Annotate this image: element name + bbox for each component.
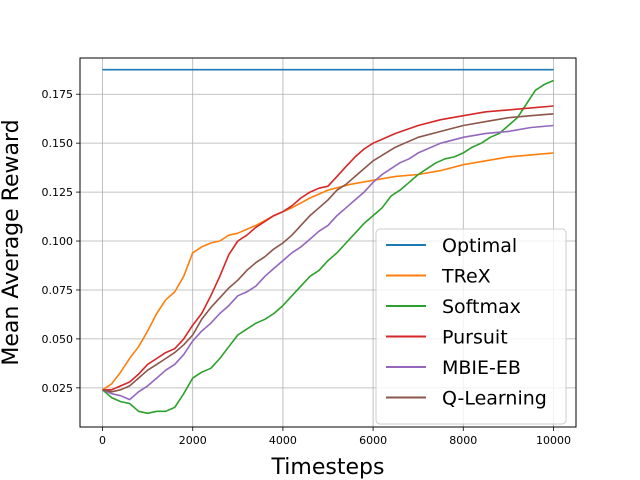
x-tick-label: 10000: [536, 434, 571, 447]
plot-frame: [79, 57, 577, 428]
y-tick-label: 0.100: [42, 235, 74, 248]
series-lines: [101, 68, 554, 415]
series-line-pursuit: [102, 105, 554, 391]
legend-label: Q-Learning: [442, 388, 547, 410]
y-axis-label: Mean Average Reward: [0, 119, 24, 365]
y-axis-ticks: 0.025 0.050 0.075 0.100 0.125 0.150 0.175: [42, 88, 80, 395]
legend-label: Pursuit: [442, 327, 508, 349]
x-tick-label: 8000: [449, 434, 477, 447]
legend-label: Optimal: [442, 235, 517, 257]
series-line-q-learning: [102, 113, 554, 393]
x-axis-label: Timesteps: [271, 455, 385, 480]
y-tick-label: 0.150: [42, 137, 74, 150]
y-tick-label: 0.050: [42, 333, 74, 346]
x-tick-label: 6000: [359, 434, 387, 447]
legend-label: MBIE-EB: [442, 357, 521, 379]
x-axis-ticks: 0 2000 4000 6000 8000 10000: [99, 427, 571, 447]
x-tick-label: 4000: [269, 434, 297, 447]
legend: Optimal TReX Softmax Pursuit MBIE-EB Q-Learni…: [375, 228, 567, 425]
y-tick-label: 0.175: [42, 88, 74, 101]
legend-box: [375, 228, 567, 425]
x-tick-label: 2000: [179, 434, 207, 447]
series-line-mbie-eb: [102, 124, 554, 401]
series-line-trex: [102, 152, 554, 391]
y-tick-label: 0.125: [42, 186, 74, 199]
legend-label: TReX: [441, 266, 491, 288]
y-tick-label: 0.025: [42, 382, 74, 395]
x-tick-label: 0: [99, 434, 106, 447]
series-line-softmax: [101, 79, 554, 415]
y-tick-label: 0.075: [42, 284, 74, 297]
legend-label: Softmax: [442, 296, 521, 318]
